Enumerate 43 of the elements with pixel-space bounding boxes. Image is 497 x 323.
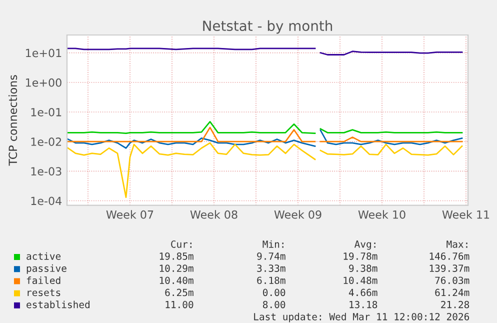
x-tick-label: Week 08	[190, 210, 238, 219]
legend-label: failed	[26, 276, 60, 284]
text: 8.00	[262, 300, 286, 308]
text: 9.38m	[349, 264, 378, 272]
y-tick-label: 1e+00	[26, 78, 62, 87]
text: 76.03m	[435, 276, 470, 284]
chart-title: Netstat - by month	[203, 20, 332, 34]
y-tick-label: 1e-01	[31, 108, 62, 116]
legend-label: passive	[26, 264, 66, 274]
text: 61.24m	[435, 288, 470, 296]
text: 139.37m	[430, 264, 470, 272]
text: 9.74m	[257, 252, 286, 260]
text: Min:	[262, 240, 284, 248]
text: 11.00	[166, 300, 194, 308]
y-tick-label: 1e-04	[31, 196, 62, 206]
text: 3.33m	[257, 264, 286, 272]
text: 6.25m	[165, 288, 194, 296]
text: 19.78m	[344, 252, 378, 260]
text: Last update: Wed Mar 11 12:00:12 2026	[254, 312, 470, 322]
y-tick-label: 1e-03	[31, 167, 62, 176]
y-tick-label: 1e+01	[26, 48, 62, 58]
text: Cur:	[171, 240, 192, 248]
x-tick-label: Week 11	[442, 210, 490, 219]
text: 13.18	[350, 300, 378, 308]
y-tick-label: 1e-02	[31, 138, 62, 146]
text: 0.00	[262, 288, 286, 296]
text: 6.18m	[257, 276, 286, 284]
text: 4.66m	[348, 288, 378, 296]
text: Max:	[446, 240, 468, 248]
x-tick-label: Week 10	[358, 210, 406, 219]
text: 146.76m	[430, 252, 470, 260]
legend-label: established	[26, 300, 90, 308]
text: 10.48m	[344, 276, 378, 284]
text: Avg:	[354, 240, 376, 250]
x-tick-label: Week 07	[106, 210, 154, 219]
text: 10.40m	[160, 276, 194, 284]
text: 21.28	[441, 300, 470, 308]
legend-label: resets	[28, 289, 60, 296]
legend-label: active	[26, 252, 61, 260]
y-axis-title: TCP connections	[8, 75, 18, 166]
text: 19.85m	[160, 252, 194, 260]
x-tick-label: Week 09	[274, 210, 322, 219]
text: 10.29m	[160, 264, 194, 272]
